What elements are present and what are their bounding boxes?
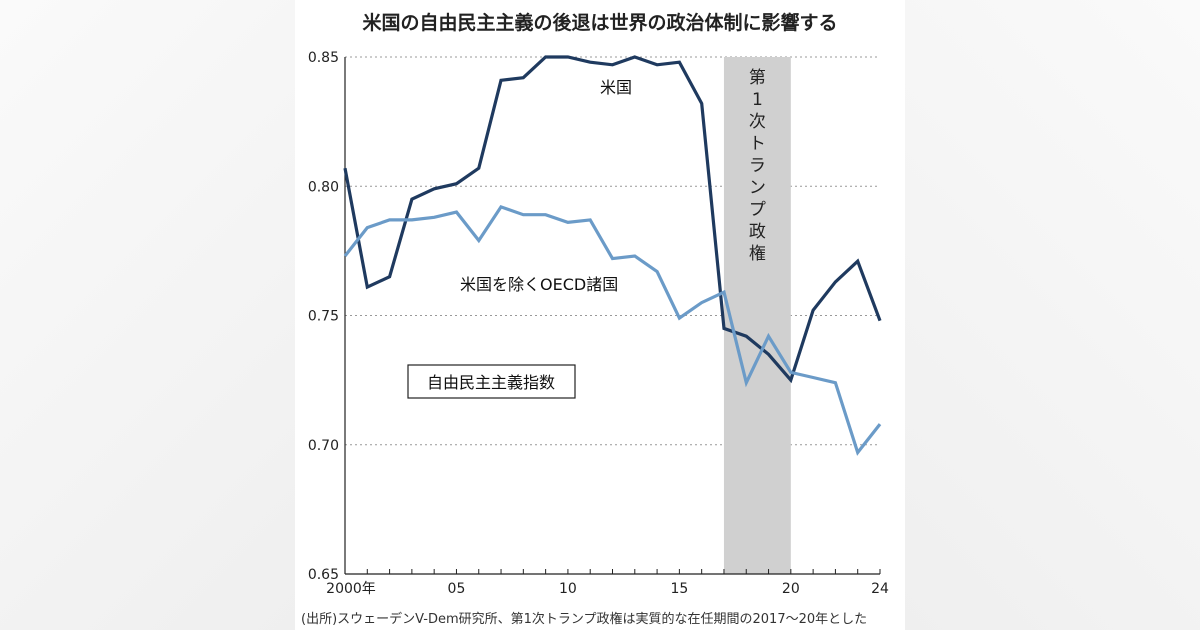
y-tick-label: 0.80 [308,179,339,195]
shaded-region-label: 第 1 次トランプ政権 [749,68,766,264]
x-tick-label: 10 [559,581,577,597]
x-tick-label: 20 [782,581,800,597]
x-tick-label: 15 [670,581,688,597]
y-tick-label: 0.70 [308,438,339,454]
chart-panel: 米国の自由民主主義の後退は世界の政治体制に影響する 第 1 次トランプ政権 0.85… [295,0,905,630]
right-background [905,0,1200,630]
chart-title: 米国の自由民主主義の後退は世界の政治体制に影響する [362,12,838,34]
y-tick-label: 0.65 [308,567,339,583]
source-note: (出所)スウェーデンV-Dem研究所、第1次トランプ政権は実質的な在任期間の20… [301,612,868,627]
x-tick-label: 2000年 [326,581,376,597]
x-tick-label: 05 [448,581,466,597]
series-lines [343,55,882,456]
series-line-usa [343,55,882,384]
y-tick-label: 0.75 [308,309,339,325]
series-label-oecd: 米国を除くOECD諸国 [460,275,618,294]
series-label-usa: 米国 [600,78,632,97]
index-label: 自由民主主義指数 [427,373,555,392]
x-tick-label: 24 [871,581,889,597]
y-tick-label: 0.85 [308,50,339,66]
series-line-oecd-ex-usa [343,204,882,456]
left-background [0,0,295,630]
shaded-region [723,57,791,574]
trump-term-region: 第 1 次トランプ政権 [723,57,791,574]
index-label-box [407,364,576,399]
